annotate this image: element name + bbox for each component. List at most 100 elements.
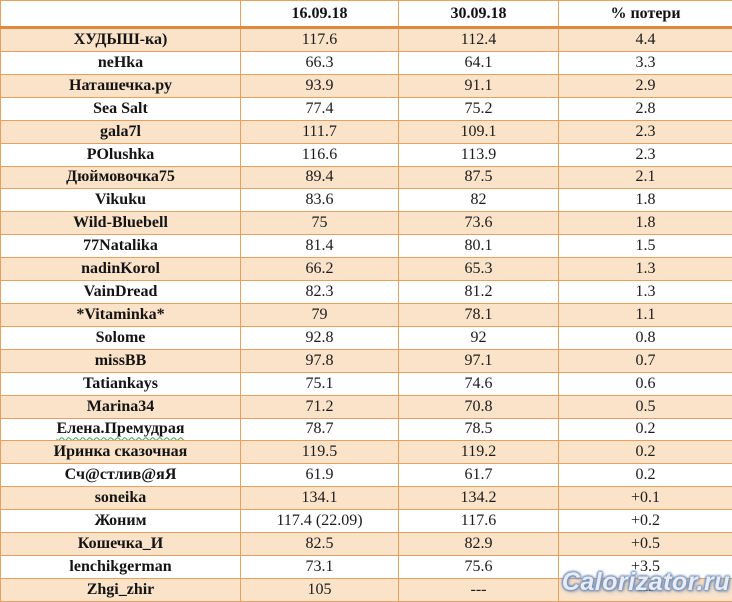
table-row: Marina34 71.2 70.8 0.5 (0, 394, 732, 419)
value-16-09: 61.9 (240, 463, 399, 488)
loss-percent: +0.1 (558, 486, 732, 511)
table-row: Solome 92.8 92 0.8 (0, 325, 732, 350)
value-16-09: 71.2 (240, 394, 399, 419)
participant-name: missBB (0, 348, 241, 373)
value-16-09: 105 (240, 577, 399, 602)
table-row: soneika 134.1 134.2 +0.1 (0, 486, 732, 511)
table-row: Наташечка.ру 93.9 91.1 2.9 (0, 73, 732, 98)
table-row: Tatiankays 75.1 74.6 0.6 (0, 371, 732, 396)
participant-name: Wild-Bluebell (0, 211, 241, 236)
participant-name: Кошечка_И (0, 532, 241, 556)
participant-name: 77Natalika (0, 234, 241, 259)
value-16-09: 89.4 (240, 165, 399, 190)
value-16-09: 81.4 (240, 234, 399, 259)
value-16-09: 66.3 (240, 51, 399, 75)
loss-percent: 1.3 (558, 257, 732, 282)
header-date-16-09: 16.09.18 (240, 0, 399, 29)
value-30-09: 65.3 (398, 257, 559, 282)
participant-name: Наташечка.ру (0, 73, 241, 98)
value-16-09: 134.1 (240, 486, 399, 511)
value-30-09: 75.2 (398, 96, 559, 121)
header-loss-percent: % потери (558, 0, 732, 29)
table-row: Сч@стлив@яЯ 61.9 61.7 0.2 (0, 463, 732, 488)
loss-percent: 1.5 (558, 234, 732, 259)
value-30-09: 97.1 (398, 348, 559, 373)
participant-name: *Vitaminka* (0, 302, 241, 327)
loss-percent: 1.1 (558, 302, 732, 327)
value-30-09: 119.2 (398, 440, 559, 465)
loss-percent: 1.3 (558, 280, 732, 304)
table-row: Zhgi_zhir 105 --- --- (0, 577, 732, 602)
value-16-09: 79 (240, 302, 399, 327)
loss-percent: 0.2 (558, 440, 732, 465)
participant-name: nadinKorol (0, 257, 241, 282)
table-row: POlushka 116.6 113.9 2.3 (0, 142, 732, 167)
loss-percent: 2.8 (558, 96, 732, 121)
value-16-09: 117.6 (240, 27, 399, 52)
participant-name: Sea Salt (0, 96, 241, 121)
participant-name: soneika (0, 486, 241, 511)
loss-percent: 0.2 (558, 463, 732, 488)
header-date-30-09: 30.09.18 (398, 0, 559, 29)
value-30-09: 117.6 (398, 509, 559, 534)
loss-percent: 2.3 (558, 119, 732, 144)
loss-percent: +0.2 (558, 509, 732, 534)
value-16-09: 75.1 (240, 371, 399, 396)
loss-percent: 2.9 (558, 73, 732, 98)
value-16-09: 75 (240, 211, 399, 236)
value-16-09: 116.6 (240, 142, 399, 167)
value-30-09: 113.9 (398, 142, 559, 167)
value-30-09: 87.5 (398, 165, 559, 190)
value-30-09: 112.4 (398, 27, 559, 52)
value-30-09: 82 (398, 188, 559, 213)
loss-percent: 1.8 (558, 211, 732, 236)
value-16-09: 117.4 (22.09) (240, 509, 399, 534)
value-30-09: 61.7 (398, 463, 559, 488)
value-30-09: 109.1 (398, 119, 559, 144)
value-30-09: 73.6 (398, 211, 559, 236)
table-row: VainDread 82.3 81.2 1.3 (0, 280, 732, 304)
table-row: Дюймовочка75 89.4 87.5 2.1 (0, 165, 732, 190)
loss-percent: --- (558, 577, 732, 602)
value-16-09: 66.2 (240, 257, 399, 282)
value-16-09: 78.7 (240, 417, 399, 442)
value-16-09: 119.5 (240, 440, 399, 465)
participant-name: Vikuku (0, 188, 241, 213)
participant-name: VainDread (0, 280, 241, 304)
loss-percent: 2.3 (558, 142, 732, 167)
value-16-09: 73.1 (240, 554, 399, 579)
value-30-09: 75.6 (398, 554, 559, 579)
value-16-09: 92.8 (240, 325, 399, 350)
table-row: neHka 66.3 64.1 3.3 (0, 51, 732, 75)
loss-percent: 2.1 (558, 165, 732, 190)
participant-name: gala7l (0, 119, 241, 144)
value-30-09: 81.2 (398, 280, 559, 304)
value-30-09: 78.1 (398, 302, 559, 327)
value-30-09: --- (398, 577, 559, 602)
value-30-09: 64.1 (398, 51, 559, 75)
participant-name: lenchikgerman (0, 554, 241, 579)
participant-name: neHka (0, 51, 241, 75)
value-16-09: 82.5 (240, 532, 399, 556)
loss-percent: 4.4 (558, 27, 732, 52)
value-16-09: 93.9 (240, 73, 399, 98)
loss-percent: 0.8 (558, 325, 732, 350)
header-row: 16.09.18 30.09.18 % потери (0, 0, 732, 29)
value-16-09: 82.3 (240, 280, 399, 304)
participant-name: Дюймовочка75 (0, 165, 241, 190)
table-row: ХУДЫШ-ка) 117.6 112.4 4.4 (0, 27, 732, 52)
participant-name: POlushka (0, 142, 241, 167)
loss-percent: 3.3 (558, 51, 732, 75)
table-row: Кошечка_И 82.5 82.9 +0.5 (0, 532, 732, 556)
value-30-09: 70.8 (398, 394, 559, 419)
table-body: ХУДЫШ-ка) 117.6 112.4 4.4 neHka 66.3 64.1 3.3 На… (0, 27, 732, 602)
participant-name: ХУДЫШ-ка) (0, 27, 241, 52)
loss-percent: 0.6 (558, 371, 732, 396)
value-16-09: 77.4 (240, 96, 399, 121)
participant-name: Zhgi_zhir (0, 577, 241, 602)
loss-percent: +3.5 (558, 554, 732, 579)
table-row: 77Natalika 81.4 80.1 1.5 (0, 234, 732, 259)
table-row: Wild-Bluebell 75 73.6 1.8 (0, 211, 732, 236)
loss-percent: +0.5 (558, 532, 732, 556)
table-row: missBB 97.8 97.1 0.7 (0, 348, 732, 373)
